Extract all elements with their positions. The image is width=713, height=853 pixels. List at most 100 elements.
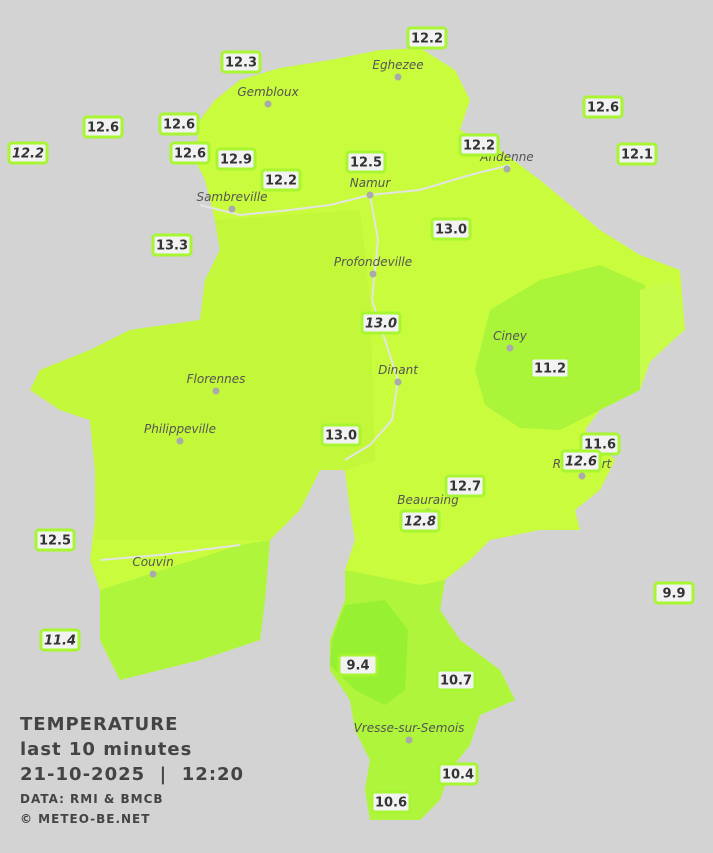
- station: 12.7: [444, 474, 486, 498]
- station-value: 10.4: [442, 768, 474, 783]
- station-box: [215, 147, 257, 171]
- station: 13.3: [151, 233, 193, 257]
- station-value: 12.7: [449, 480, 481, 495]
- station-box: [169, 141, 211, 165]
- station-value: 12.2: [12, 147, 44, 162]
- city-dot: [228, 205, 236, 213]
- station-value: 12.6: [565, 455, 597, 470]
- cold-zone: [330, 600, 408, 705]
- station-box: [260, 168, 302, 192]
- station: 12.2: [458, 133, 500, 157]
- station-value: 13.3: [156, 239, 188, 254]
- station: 13.0: [360, 311, 402, 335]
- station-box: [34, 528, 76, 552]
- station-value: 10.6: [375, 796, 407, 811]
- city-layer: EghezeeGemblouxAndenneNamurSambrevillePr…: [132, 58, 613, 744]
- station-box: [399, 509, 441, 533]
- station-value: 12.3: [225, 56, 257, 71]
- city-label: Eghezee: [372, 58, 423, 72]
- station-box: [582, 95, 624, 119]
- station-value: 12.6: [163, 118, 195, 133]
- station: 9.4: [337, 653, 379, 677]
- station: 12.6: [582, 95, 624, 119]
- station: 12.3: [220, 50, 262, 74]
- station-value: 12.1: [621, 148, 653, 163]
- station-value: 12.9: [220, 153, 252, 168]
- station: 13.0: [320, 423, 362, 447]
- station: 12.6: [560, 449, 602, 473]
- station: 12.2: [7, 141, 49, 165]
- station-value: 13.0: [365, 317, 397, 332]
- station-box: [430, 217, 472, 241]
- station-box: [437, 762, 479, 786]
- station-value: 12.5: [350, 156, 382, 171]
- station-box: [220, 50, 262, 74]
- city-dot: [503, 165, 511, 173]
- legend-subtitle: last 10 minutes: [20, 739, 192, 760]
- station-box: [151, 233, 193, 257]
- city-label: Florennes: [187, 372, 246, 386]
- legend-title: TEMPERATURE: [20, 714, 178, 735]
- station: 10.6: [370, 790, 412, 814]
- station-box: [529, 356, 571, 380]
- station: 11.4: [39, 628, 81, 652]
- city-dot: [149, 570, 157, 578]
- station-box: [39, 628, 81, 652]
- city-label: Dinant: [378, 363, 419, 377]
- cool-zone: [475, 265, 645, 430]
- station-value: 11.4: [44, 634, 76, 649]
- station: 10.7: [435, 668, 477, 692]
- city-dot: [394, 378, 402, 386]
- station: 12.8: [399, 509, 441, 533]
- city-label: Beauraing: [397, 493, 459, 507]
- station-box: [444, 474, 486, 498]
- station: 12.2: [406, 26, 448, 50]
- station: 9.9: [653, 581, 695, 605]
- station-layer: 12.2 12.3 12.6 12.6 12.6 12.2 12.6 12.9 12.5 12.2…: [7, 26, 695, 814]
- station-box: [360, 311, 402, 335]
- station: 12.1: [616, 142, 658, 166]
- station-box: [560, 449, 602, 473]
- city-dot: [369, 270, 377, 278]
- station-value: 10.7: [440, 674, 472, 689]
- station-box: [616, 142, 658, 166]
- station-box: [158, 112, 200, 136]
- river: [99, 164, 511, 561]
- station: 12.6: [169, 141, 211, 165]
- station-value: 12.2: [411, 32, 443, 47]
- city-label: Sambreville: [196, 190, 267, 204]
- station-box: [82, 115, 124, 139]
- station: 12.5: [34, 528, 76, 552]
- legend-copyright: © METEO-BE.NET: [20, 812, 150, 826]
- station-value: 9.9: [662, 587, 685, 602]
- city-dot: [506, 344, 514, 352]
- city-dot: [366, 191, 374, 199]
- station-value: 12.8: [404, 515, 436, 530]
- city-dot: [405, 736, 413, 744]
- station: 12.6: [158, 112, 200, 136]
- station-value: 13.0: [325, 429, 357, 444]
- city-label: Vresse-sur-Semois: [354, 721, 465, 735]
- city-label: Namur: [350, 176, 392, 190]
- station-box: [406, 26, 448, 50]
- cool-zone: [100, 540, 270, 680]
- city-dot: [264, 100, 272, 108]
- city-label: Philippeville: [144, 422, 216, 436]
- station-value: 12.2: [463, 139, 495, 154]
- station: 12.2: [260, 168, 302, 192]
- warm-zone: [30, 210, 375, 540]
- station: 12.6: [82, 115, 124, 139]
- station: 12.9: [215, 147, 257, 171]
- city-label: Ciney: [493, 329, 528, 343]
- city-label: Couvin: [132, 555, 173, 569]
- station-value: 11.6: [584, 438, 616, 453]
- city-dot: [578, 472, 586, 480]
- station-value: 12.6: [174, 147, 206, 162]
- station-box: [458, 133, 500, 157]
- city-label: Gembloux: [237, 85, 299, 99]
- station: 12.5: [345, 150, 387, 174]
- station: 10.4: [437, 762, 479, 786]
- city-dot: [212, 387, 220, 395]
- station-value: 12.6: [87, 121, 119, 136]
- station-box: [337, 653, 379, 677]
